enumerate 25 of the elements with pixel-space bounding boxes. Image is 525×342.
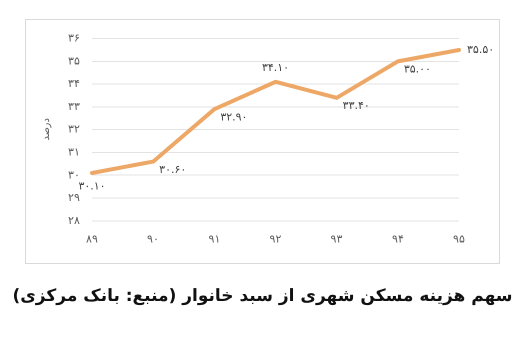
text: سهم هزینه مسکن شهری از سبد خانوار (منبع: بانک مرکزی) <box>11 286 514 306</box>
data-label: ۳۳.۴۰ <box>342 99 370 112</box>
x-tick-label: ۹۲ <box>270 233 282 246</box>
y-tick-label: ۳۴ <box>68 78 80 90</box>
x-tick-label: ۹۱ <box>208 233 220 246</box>
y-tick-label: ۲۹ <box>68 192 80 204</box>
y-axis-title: درصد <box>40 118 52 141</box>
data-label: ۳۵.۵۰ <box>467 42 494 56</box>
x-tick-label: ۹۳ <box>330 233 343 246</box>
x-tick-label: ۹۴ <box>392 233 404 246</box>
y-tick-label: ۳۰ <box>68 169 80 182</box>
x-tick-label: ۸۹ <box>86 233 98 246</box>
data-label: ۳۲.۹۰ <box>220 110 248 124</box>
data-label: ۳۴.۱۰ <box>262 61 290 74</box>
y-tick-label: ۳۲ <box>68 124 80 136</box>
y-tick-label: ۳۶ <box>68 32 80 45</box>
data-label: ۳۰.۶۰ <box>159 162 186 176</box>
x-tick-label: ۹۰ <box>147 233 160 246</box>
x-tick-label: ۹۵ <box>453 233 465 246</box>
y-tick-label: ۳۵ <box>68 55 80 68</box>
y-tick-label: ۲۸ <box>68 214 80 227</box>
y-tick-label: ۳۳ <box>68 100 80 113</box>
y-tick-label: ۳۱ <box>68 146 80 159</box>
data-label: ۳۵.۰۰ <box>404 62 431 76</box>
data-label: ۳۰.۱۰ <box>78 179 106 192</box>
